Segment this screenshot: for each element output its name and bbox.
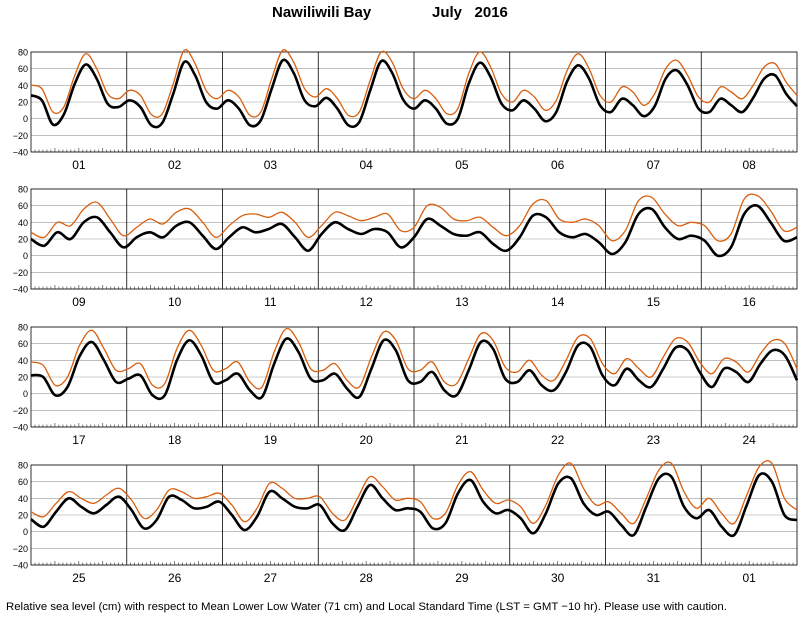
day-label: 05: [455, 158, 469, 172]
day-label: 15: [647, 295, 661, 309]
predicted-series-line: [30, 460, 798, 525]
observed-series-line: [30, 204, 798, 258]
day-label: 09: [72, 295, 86, 309]
observed-series-line: [30, 472, 798, 538]
y-tick-label: −40: [13, 285, 28, 295]
day-label: 02: [168, 158, 182, 172]
day-label: 28: [359, 571, 373, 585]
chart-title: Nawiliwili Bay July 2016: [0, 4, 800, 26]
y-tick-label: 80: [18, 48, 28, 58]
footnote: Relative sea level (cm) with respect to …: [6, 601, 727, 613]
day-label: 22: [551, 433, 565, 447]
y-tick-label: 80: [18, 461, 28, 471]
y-tick-label: 60: [18, 477, 28, 487]
y-tick-label: 0: [23, 114, 28, 124]
day-label: 17: [72, 433, 86, 447]
day-label: 07: [647, 158, 661, 172]
day-label: 20: [359, 433, 373, 447]
day-label: 25: [72, 571, 86, 585]
y-tick-label: 40: [18, 81, 28, 91]
y-tick-label: −20: [13, 268, 28, 278]
title-month: July: [432, 4, 463, 21]
title-year: 2016: [474, 4, 508, 21]
predicted-series-line: [30, 49, 798, 118]
y-tick-label: 0: [23, 251, 28, 261]
y-tick-label: −20: [13, 131, 28, 141]
y-tick-label: 40: [18, 494, 28, 504]
day-label: 23: [647, 433, 661, 447]
y-tick-label: −40: [13, 423, 28, 433]
y-tick-label: 20: [18, 235, 28, 245]
predicted-series-line: [30, 193, 798, 242]
day-label: 19: [264, 433, 278, 447]
day-label: 16: [742, 295, 756, 309]
y-tick-label: 60: [18, 201, 28, 211]
y-tick-label: 20: [18, 98, 28, 108]
day-label: 04: [359, 158, 373, 172]
day-label: 31: [647, 571, 661, 585]
y-tick-label: 40: [18, 356, 28, 366]
day-label: 03: [264, 158, 278, 172]
day-label: 01: [72, 158, 86, 172]
day-label: 18: [168, 433, 182, 447]
day-label: 06: [551, 158, 565, 172]
y-tick-label: 60: [18, 64, 28, 74]
y-tick-label: 40: [18, 218, 28, 228]
y-tick-label: 0: [23, 389, 28, 399]
predicted-series-line: [30, 327, 798, 390]
day-label: 08: [742, 158, 756, 172]
day-label: 10: [168, 295, 182, 309]
y-tick-label: −20: [13, 544, 28, 554]
y-tick-label: 0: [23, 527, 28, 537]
day-label: 27: [264, 571, 278, 585]
observed-series-line: [30, 58, 798, 129]
y-tick-label: −40: [13, 148, 28, 158]
y-tick-label: 60: [18, 339, 28, 349]
day-label: 01: [742, 571, 756, 585]
y-tick-label: −40: [13, 561, 28, 571]
y-tick-label: 80: [18, 185, 28, 195]
y-tick-label: 20: [18, 511, 28, 521]
day-label: 12: [359, 295, 373, 309]
day-label: 14: [551, 295, 565, 309]
day-label: 13: [455, 295, 469, 309]
y-tick-label: 80: [18, 323, 28, 333]
day-label: 11: [264, 295, 277, 309]
title-date: July 2016: [432, 4, 508, 21]
y-tick-label: −20: [13, 406, 28, 416]
day-label: 24: [742, 433, 756, 447]
y-tick-label: 20: [18, 373, 28, 383]
day-label: 26: [168, 571, 182, 585]
observed-series-line: [30, 337, 799, 401]
day-label: 30: [551, 571, 565, 585]
day-label: 21: [455, 433, 469, 447]
station-name: Nawiliwili Bay: [272, 4, 372, 21]
day-label: 29: [455, 571, 469, 585]
